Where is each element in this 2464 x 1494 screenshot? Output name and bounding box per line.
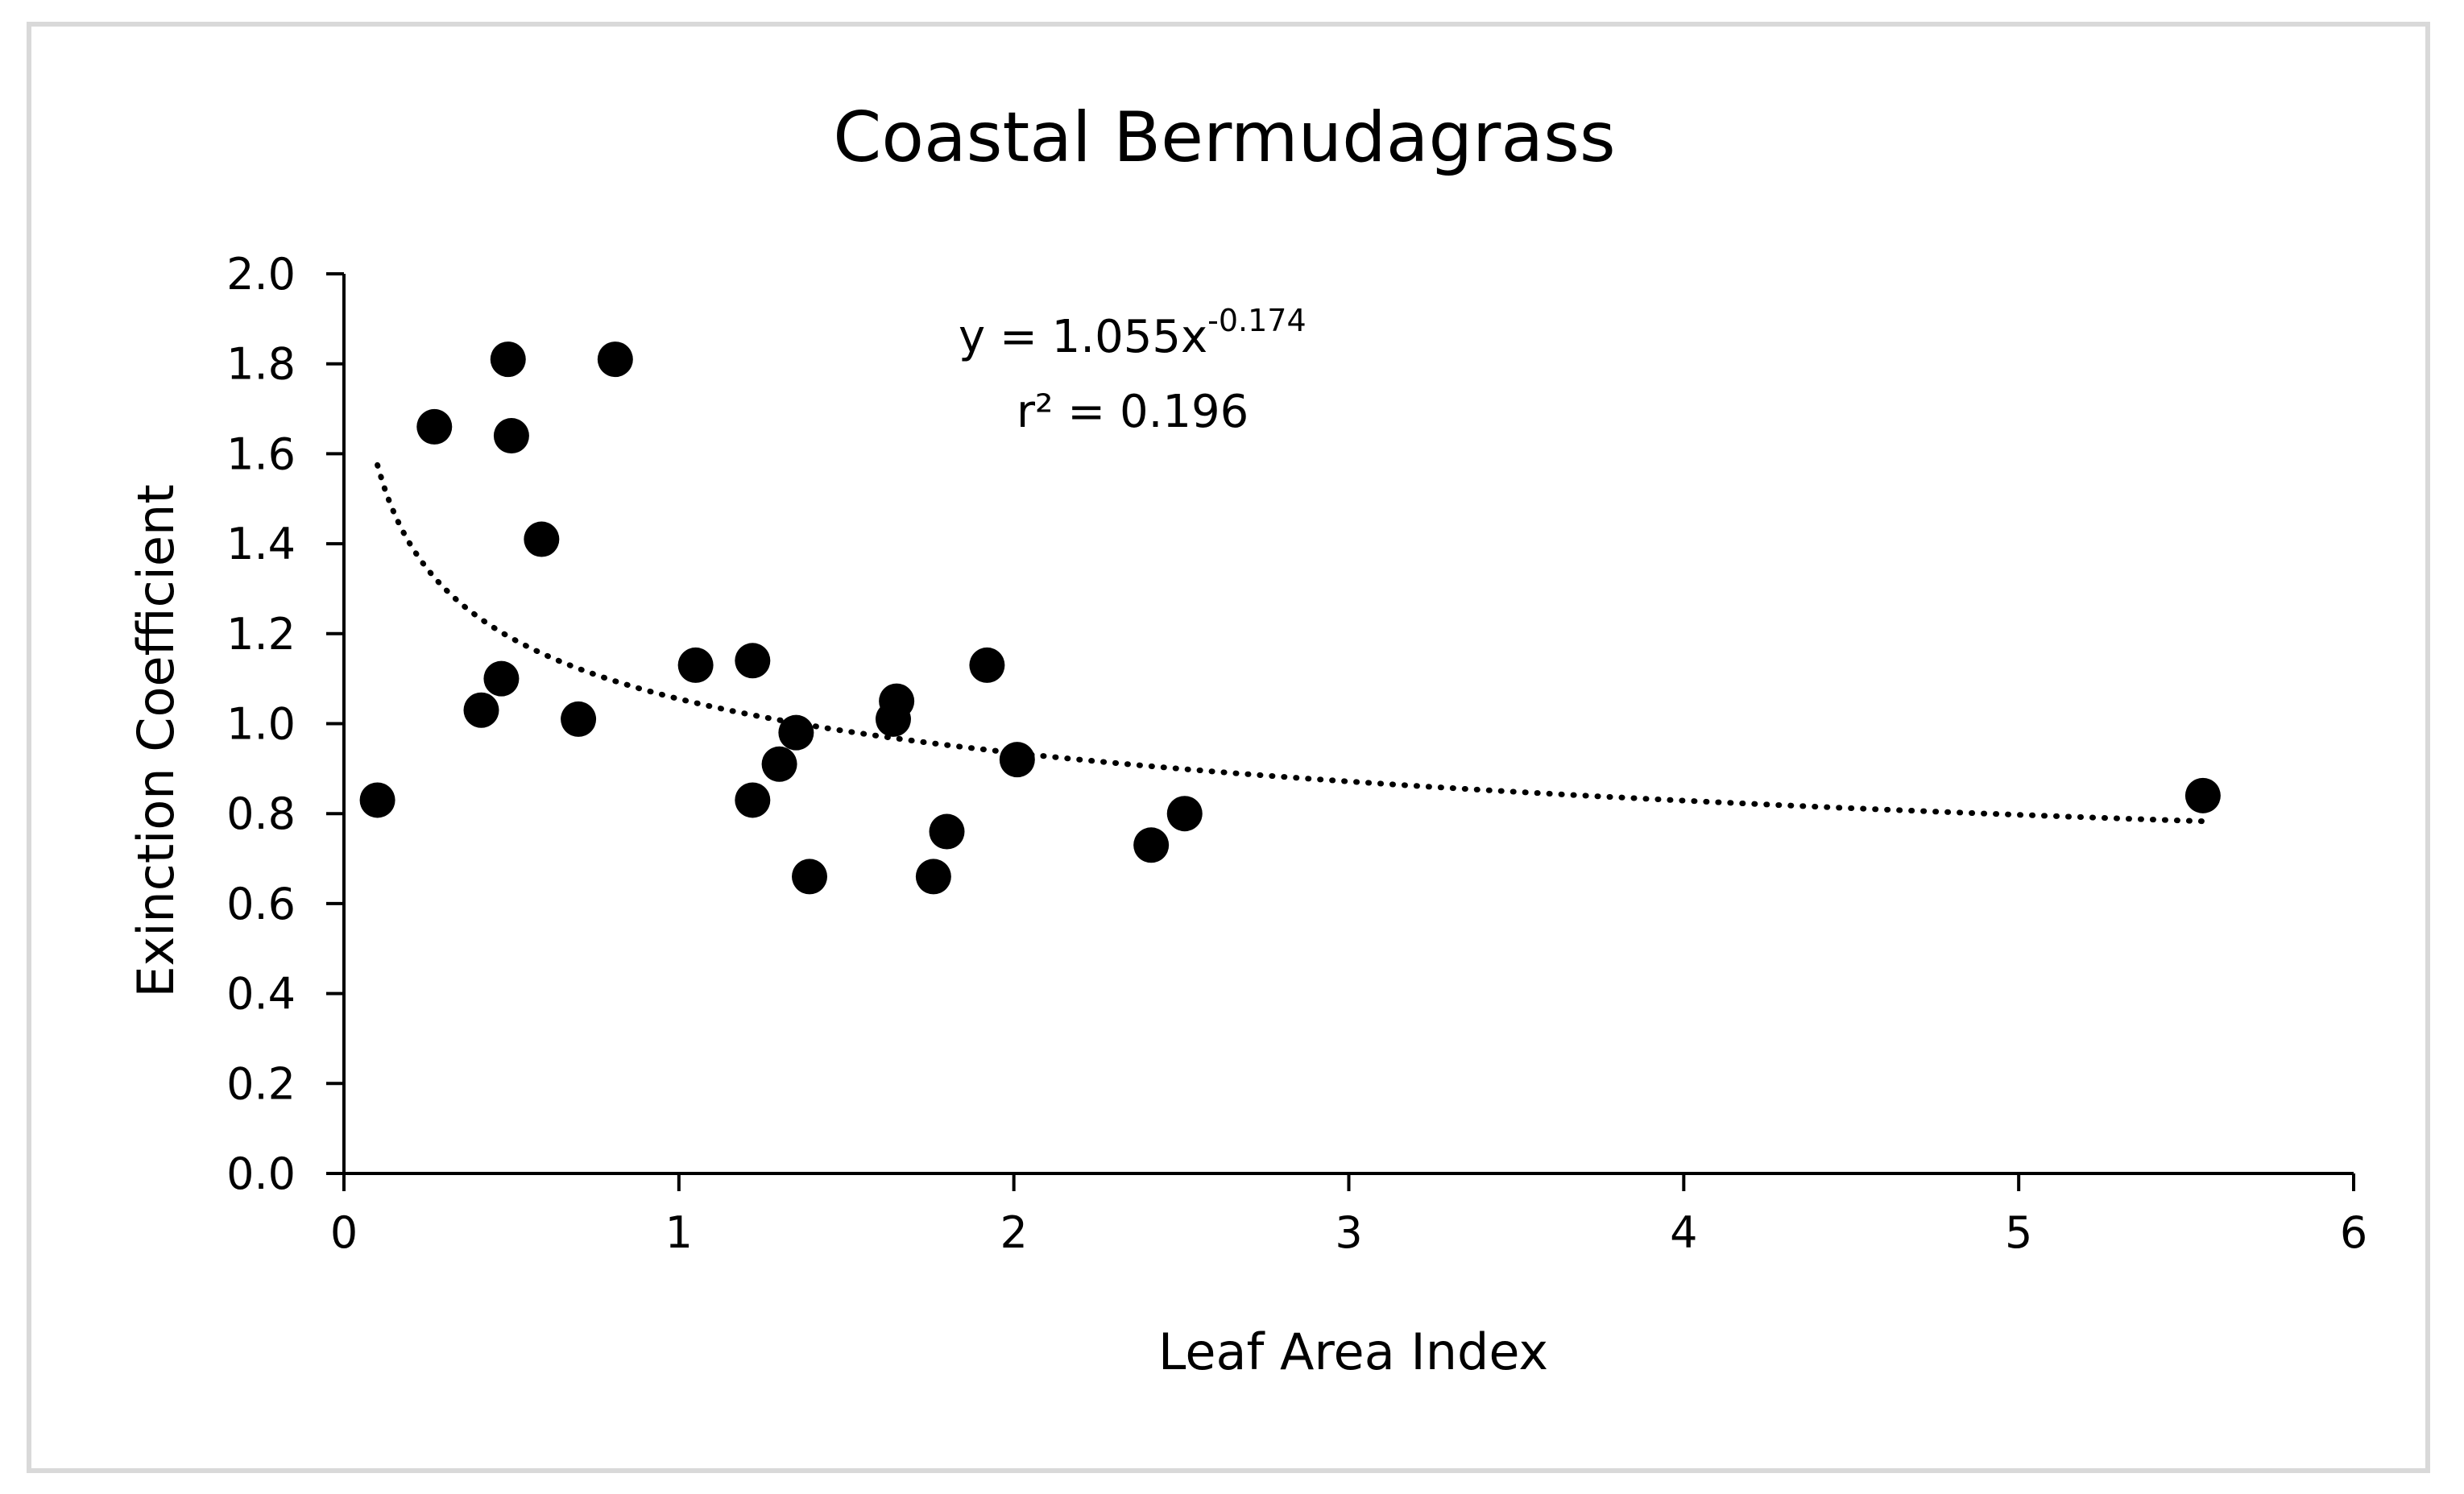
data-point [2184, 777, 2221, 813]
tick-labels: 0.0 0.2 0.4 0.6 0.8 1.0 1.2 1.4 1.6 1.8 2.0 0 1 2 3 4 5 6 [226, 249, 2367, 1258]
y-tick-label: 0.8 [226, 788, 296, 839]
data-point [677, 647, 714, 683]
data-point [778, 714, 814, 751]
data-point [483, 660, 520, 697]
y-tick-label: 1.8 [226, 339, 296, 390]
y-tick-label: 0.6 [226, 879, 296, 929]
data-point [490, 341, 526, 378]
data-point [969, 647, 1005, 683]
y-tick-label: 1.2 [226, 609, 296, 660]
x-tick-label: 4 [1670, 1207, 1697, 1258]
equation-main: y = 1.055x [959, 311, 1207, 363]
r-squared-label: r² = 0.196 [1017, 386, 1249, 438]
data-point [792, 859, 828, 895]
y-axis-title: Exinction Coefficient [126, 484, 185, 997]
data-point [359, 782, 395, 818]
x-axis-title: Leaf Area Index [1158, 1322, 1548, 1381]
axes [326, 272, 2355, 1191]
data-point [929, 813, 965, 850]
x-tick-label: 3 [1335, 1207, 1362, 1258]
y-tick-label: 1.0 [226, 699, 296, 750]
data-point [915, 859, 951, 895]
x-tick-label: 2 [1000, 1207, 1027, 1258]
x-tick-label: 0 [330, 1207, 358, 1258]
y-tick-label: 2.0 [226, 249, 296, 300]
data-point [761, 746, 797, 782]
data-point [735, 782, 771, 818]
data-point [416, 408, 453, 445]
data-point [493, 418, 529, 454]
trendline-equation: y = 1.055x-0.174 [959, 303, 1307, 363]
data-point [1133, 827, 1170, 863]
data-point [1166, 796, 1203, 832]
power-trendline [375, 461, 2206, 825]
x-tick-label: 5 [2005, 1207, 2032, 1258]
chart-title: Coastal Bermudagrass [833, 97, 1615, 178]
y-tick-label: 1.4 [226, 519, 296, 569]
data-point [561, 701, 597, 737]
trendline-layer [375, 461, 2206, 825]
data-point [524, 521, 560, 557]
data-point [735, 643, 771, 679]
data-point [999, 742, 1035, 778]
data-point [463, 692, 499, 728]
data-point [879, 683, 915, 719]
x-tick-label: 6 [2340, 1207, 2367, 1258]
data-point [597, 341, 633, 378]
y-tick-label: 0.0 [226, 1148, 296, 1199]
chart-frame [27, 22, 2430, 1473]
y-tick-label: 0.2 [226, 1058, 296, 1109]
y-tick-label: 0.4 [226, 969, 296, 1020]
data-points [359, 341, 2221, 895]
y-tick-label: 1.6 [226, 428, 296, 479]
x-tick-label: 1 [665, 1207, 693, 1258]
equation-exponent: -0.174 [1207, 303, 1307, 338]
